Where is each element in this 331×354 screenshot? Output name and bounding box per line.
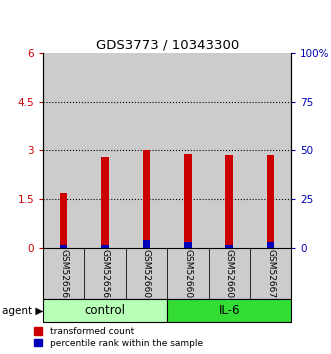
Text: GSM526561: GSM526561 — [59, 249, 68, 304]
Bar — [143, 240, 150, 248]
Bar — [209, 53, 250, 248]
Bar — [184, 242, 192, 248]
Text: GSM526603: GSM526603 — [183, 249, 192, 304]
Bar — [43, 299, 167, 322]
Bar — [250, 248, 291, 299]
Bar — [209, 248, 250, 299]
Bar — [43, 53, 84, 248]
Bar — [84, 53, 126, 248]
Bar — [60, 193, 68, 248]
Bar — [84, 248, 126, 299]
Bar — [167, 53, 209, 248]
Text: GSM526562: GSM526562 — [101, 249, 110, 304]
Bar — [43, 248, 84, 299]
Bar — [126, 53, 167, 248]
Legend: transformed count, percentile rank within the sample: transformed count, percentile rank withi… — [34, 327, 203, 348]
Text: control: control — [85, 304, 125, 317]
Text: GSM526602: GSM526602 — [142, 249, 151, 304]
Bar — [267, 242, 274, 248]
Bar — [101, 157, 109, 248]
Text: GSM526605: GSM526605 — [225, 249, 234, 304]
Bar — [167, 248, 209, 299]
Bar — [60, 245, 68, 248]
Title: GDS3773 / 10343300: GDS3773 / 10343300 — [96, 39, 239, 52]
Bar — [101, 245, 109, 248]
Bar — [126, 248, 167, 299]
Bar — [225, 245, 233, 248]
Bar — [143, 150, 150, 248]
Bar — [267, 155, 274, 248]
Bar — [250, 53, 291, 248]
Text: IL-6: IL-6 — [218, 304, 240, 317]
Bar — [184, 154, 192, 248]
Bar — [225, 155, 233, 248]
Text: agent ▶: agent ▶ — [2, 306, 43, 316]
Text: GSM526678: GSM526678 — [266, 249, 275, 304]
Bar — [167, 299, 291, 322]
